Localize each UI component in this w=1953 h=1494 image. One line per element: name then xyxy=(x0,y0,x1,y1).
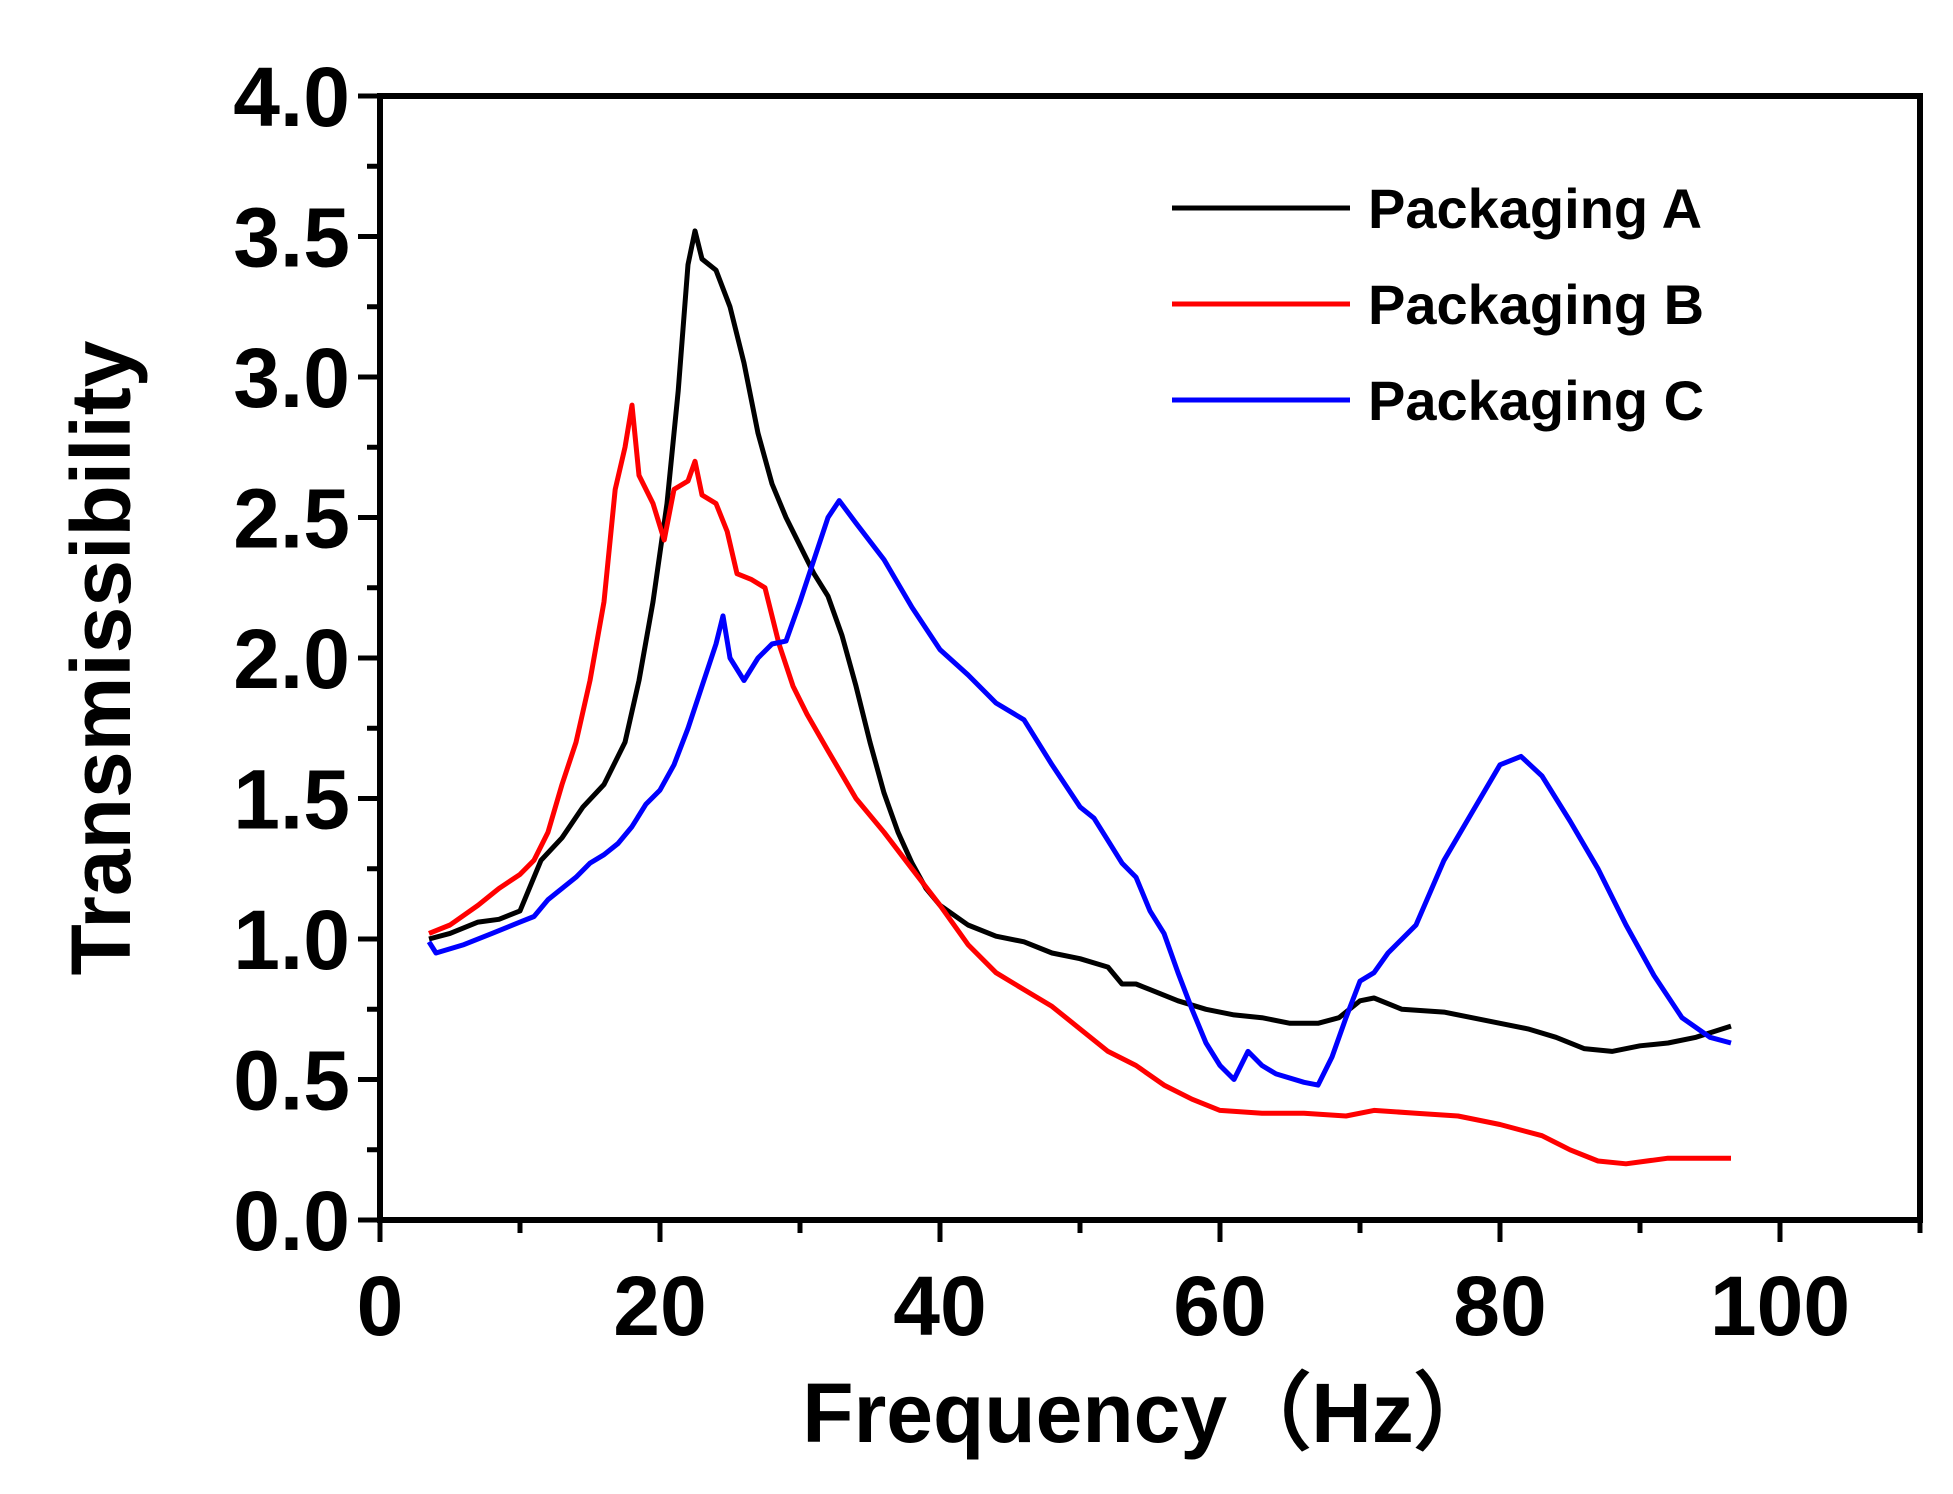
y-tick-label: 2.5 xyxy=(233,472,350,566)
legend-label: Packaging C xyxy=(1368,369,1704,432)
x-tick-label: 80 xyxy=(1453,1259,1546,1353)
y-tick-label: 0.0 xyxy=(233,1174,350,1268)
x-tick-label: 100 xyxy=(1710,1259,1850,1353)
legend: Packaging A Packaging B Packaging C xyxy=(1172,177,1704,432)
series-lines xyxy=(426,228,1732,1167)
series-line-packaging-b xyxy=(428,402,1731,1167)
y-tick-label: 3.0 xyxy=(233,331,350,425)
x-tick-label: 20 xyxy=(613,1259,706,1353)
y-tick-label: 3.5 xyxy=(233,191,350,285)
legend-label: Packaging B xyxy=(1368,273,1704,336)
y-axis-ticks: 0.0 0.5 1.0 1.5 2.0 2.5 3.0 3.5 4.0 xyxy=(233,50,380,1268)
x-axis-title: Frequency（Hz） xyxy=(802,1366,1497,1460)
y-tick-label: 4.0 xyxy=(233,50,350,144)
x-tick-label: 60 xyxy=(1173,1259,1266,1353)
legend-label: Packaging A xyxy=(1368,177,1702,240)
x-tick-label: 0 xyxy=(357,1259,404,1353)
y-tick-label: 2.0 xyxy=(233,612,350,706)
x-tick-label: 40 xyxy=(893,1259,986,1353)
y-tick-label: 1.0 xyxy=(233,893,350,987)
x-axis-ticks: 0 20 40 60 80 100 xyxy=(357,1220,1923,1353)
series-line-packaging-c xyxy=(426,498,1732,1088)
y-tick-label: 0.5 xyxy=(233,1034,350,1128)
y-axis-title: Transmissibility xyxy=(54,340,148,975)
y-tick-label: 1.5 xyxy=(233,753,350,847)
